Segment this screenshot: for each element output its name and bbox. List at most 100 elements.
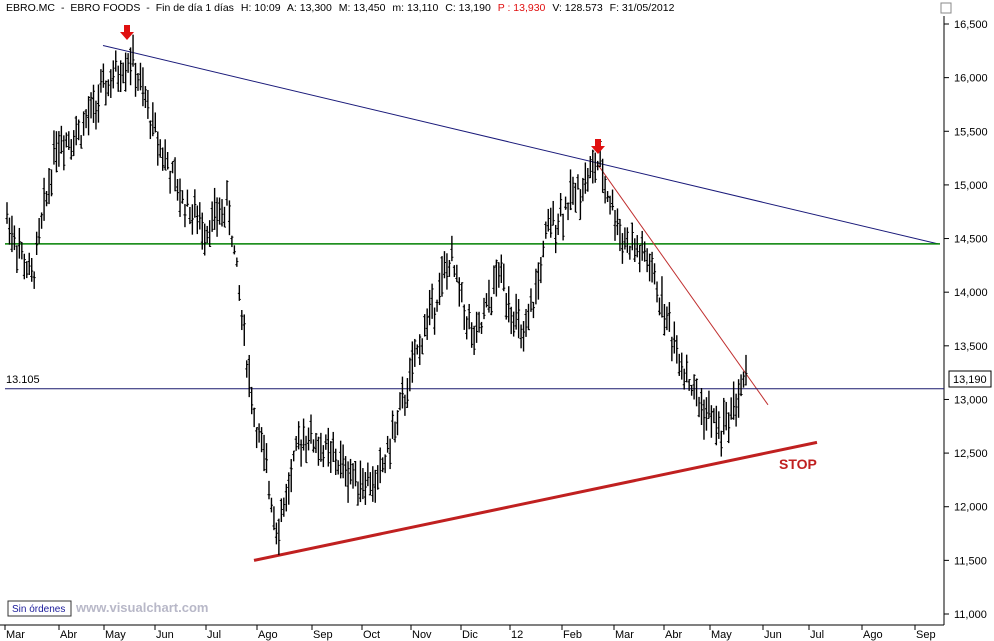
y-tick-label: 15,000 <box>954 180 988 192</box>
price-bar <box>648 253 652 282</box>
price-bar <box>59 125 63 154</box>
price-bar <box>400 376 404 409</box>
header-period: Fin de día 1 días <box>156 2 234 14</box>
x-axis: Mar Abr May Jun Jul Ago Sep Oct Nov Dic 12 Feb Mar Ab… <box>4 625 936 641</box>
price-bar <box>324 434 328 450</box>
price-bar <box>7 217 11 245</box>
price-bar <box>635 235 639 258</box>
price-bar <box>302 418 306 451</box>
price-bar <box>675 335 679 364</box>
price-bar <box>52 130 56 165</box>
price-bar <box>227 200 231 236</box>
price-bar <box>366 462 370 487</box>
price-bar <box>732 381 736 420</box>
price-bar <box>101 63 105 88</box>
price-bar <box>163 139 167 171</box>
price-bar <box>111 60 115 89</box>
header-open: A: 13,300 <box>287 2 332 14</box>
price-bar <box>522 321 526 352</box>
x-tick-label: Ago <box>258 629 278 641</box>
price-bar <box>79 135 83 149</box>
price-bar <box>129 47 133 86</box>
price-bar <box>737 379 741 418</box>
price-bar <box>237 285 241 301</box>
header-symbol: EBRO.MC <box>6 2 55 14</box>
price-bar <box>161 147 165 171</box>
price-bar <box>114 50 118 72</box>
y-tick-label: 14,000 <box>954 287 988 299</box>
trend-lines <box>5 44 944 562</box>
price-bar <box>719 430 723 457</box>
x-tick-label: Ago <box>863 629 883 641</box>
price-bar <box>541 240 545 258</box>
price-bar <box>307 427 311 451</box>
price-bar <box>381 457 385 473</box>
arrow-down-icon <box>591 139 605 154</box>
price-bars <box>5 34 748 556</box>
price-bar <box>260 427 264 453</box>
price-bar <box>94 100 98 130</box>
price-bar <box>124 52 128 92</box>
price-bar <box>571 176 575 205</box>
price-bar <box>603 176 607 204</box>
price-bar <box>138 62 142 91</box>
price-bar <box>447 260 451 277</box>
price-bar <box>578 189 582 221</box>
x-tick-label: Oct <box>363 629 380 641</box>
header-high: H: 10:09 <box>241 2 281 14</box>
y-tick-label: 14,500 <box>954 234 988 246</box>
price-bar <box>200 212 204 250</box>
price-bar <box>329 441 333 473</box>
price-bar <box>546 208 550 232</box>
price-bar <box>408 357 412 392</box>
price-bar <box>487 279 491 313</box>
price-bar <box>554 224 558 254</box>
price-bar <box>96 84 100 123</box>
price-bar <box>99 69 103 93</box>
x-tick-label: Abr <box>60 629 77 641</box>
price-bar <box>472 325 476 355</box>
price-bar <box>442 251 446 279</box>
orders-button[interactable]: Sin órdenes <box>7 600 72 617</box>
price-bar <box>257 423 261 443</box>
price-bar <box>415 344 419 355</box>
price-bar <box>685 354 689 383</box>
price-bar <box>682 368 686 390</box>
price-bar <box>282 497 286 517</box>
price-bar <box>35 231 39 256</box>
stop-label: STOP <box>779 456 817 472</box>
x-tick-label: Dic <box>462 629 478 641</box>
price-bar <box>499 254 503 283</box>
price-bar <box>368 472 372 496</box>
price-bar <box>104 80 108 106</box>
price-bar <box>64 132 68 148</box>
price-bar <box>425 308 429 340</box>
price-bar <box>489 296 493 316</box>
price-bar <box>593 152 597 183</box>
price-bar <box>475 311 479 343</box>
price-bar <box>284 483 288 512</box>
y-axis: 11,000 11,500 12,000 12,500 13,000 13,500 14,0… <box>944 19 988 621</box>
price-bar <box>267 480 271 500</box>
window-button[interactable] <box>940 2 952 14</box>
price-bar <box>180 190 184 204</box>
price-bar <box>188 206 192 225</box>
price-bar <box>435 299 439 312</box>
price-bar <box>445 253 449 290</box>
y-tick-label: 11,500 <box>954 555 987 567</box>
x-tick-label: Abr <box>665 629 682 641</box>
price-bar <box>428 289 432 326</box>
header-bar <box>0 0 994 16</box>
price-bar <box>700 388 704 426</box>
x-tick-label: Feb <box>563 629 582 641</box>
price-bar <box>502 263 506 292</box>
price-bar <box>220 199 224 227</box>
price-bar <box>346 461 350 503</box>
price-bar <box>433 307 437 335</box>
y-tick-label: 13,500 <box>954 341 988 353</box>
price-bar <box>287 472 291 505</box>
price-bar <box>146 89 150 119</box>
price-bar <box>5 202 9 224</box>
header-max: M: 13,450 <box>339 2 386 14</box>
